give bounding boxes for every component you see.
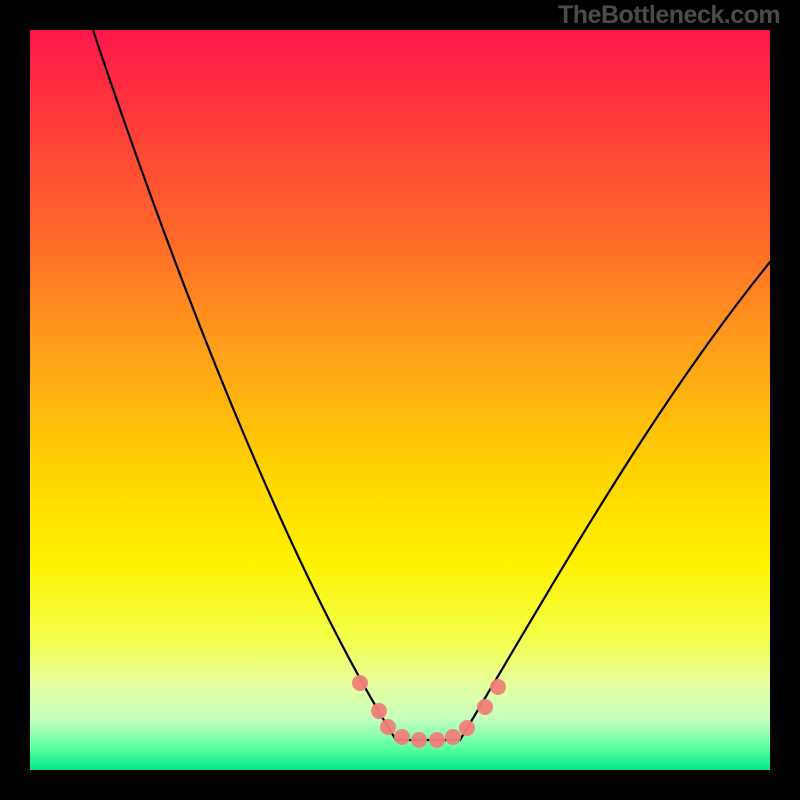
curve-marker	[445, 729, 461, 745]
curve-marker	[352, 675, 368, 691]
curve-marker	[411, 732, 427, 748]
curve-marker	[429, 732, 445, 748]
plot-svg	[30, 30, 770, 770]
curve-marker	[380, 719, 396, 735]
curve-marker	[477, 699, 493, 715]
curve-marker	[490, 679, 506, 695]
curve-marker	[371, 703, 387, 719]
gradient-background	[30, 30, 770, 770]
watermark-text: TheBottleneck.com	[558, 1, 780, 30]
curve-marker	[459, 720, 475, 736]
plot-area	[30, 30, 770, 770]
curve-marker	[394, 729, 410, 745]
